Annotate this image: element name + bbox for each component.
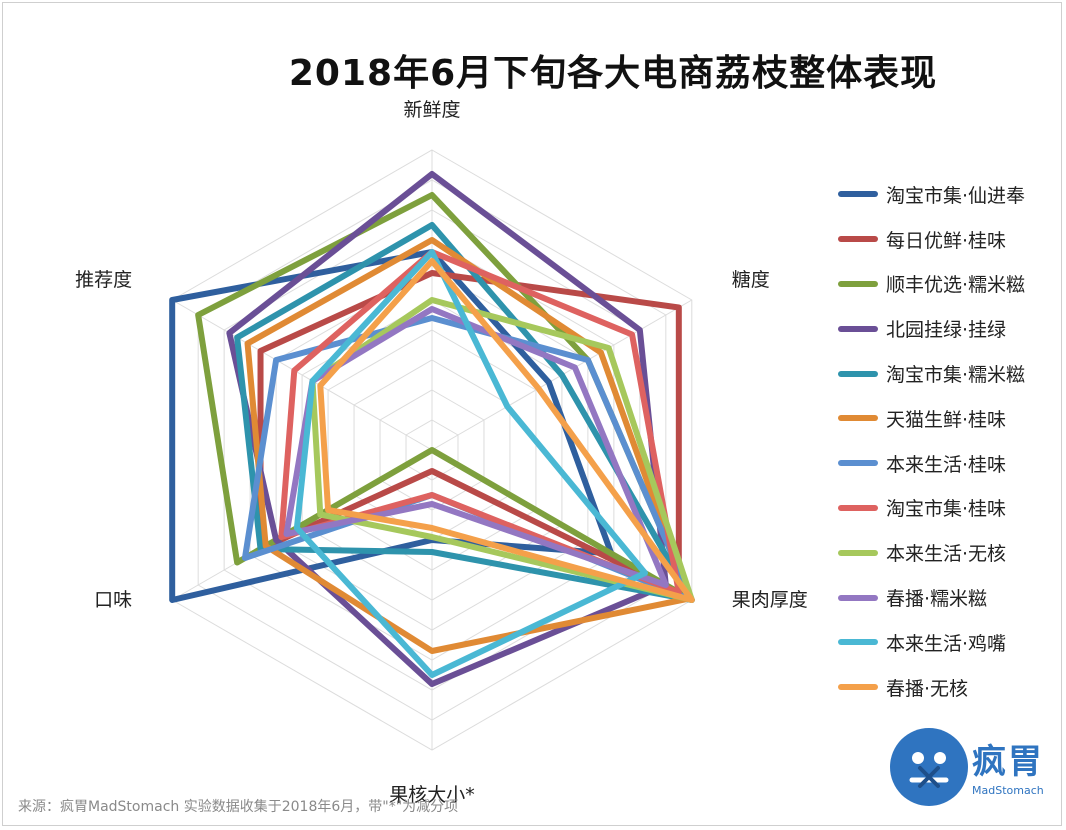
axis-label-5: 口味 bbox=[94, 589, 132, 611]
legend-swatch bbox=[838, 460, 878, 467]
series-line-12 bbox=[317, 258, 695, 603]
legend-label: 本来生活·无核 bbox=[886, 543, 1007, 566]
axis-label-4: 果核大小* bbox=[389, 784, 475, 806]
chart-legend: 淘宝市集·仙进奉 每日优鲜·桂味 顺丰优选·糯米糍 北园挂绿·挂绿 淘宝市集·糯米糍 天猫… bbox=[838, 172, 1066, 710]
legend-swatch bbox=[838, 191, 878, 198]
chart-title: 2018年6月下旬各大电商荔枝整体表现 bbox=[288, 53, 938, 94]
legend-label: 本来生活·鸡嘴 bbox=[886, 632, 1007, 655]
legend-label: 本来生活·桂味 bbox=[886, 453, 1007, 476]
legend-swatch bbox=[838, 549, 878, 556]
series-line-11 bbox=[293, 249, 649, 678]
legend-item-7: 本来生活·桂味 bbox=[838, 441, 1066, 486]
legend-item-10: 春播·糯米糍 bbox=[838, 575, 1066, 620]
source-note: 来源：疯胃MadStomach 实验数据收集于2018年6月，带"*"为减分项 bbox=[18, 799, 459, 815]
radar-series-layer bbox=[169, 171, 695, 687]
legend-swatch bbox=[838, 415, 878, 422]
legend-label: 天猫生鲜·桂味 bbox=[886, 408, 1007, 431]
legend-swatch bbox=[838, 236, 878, 243]
axis-label-6: 推荐度 bbox=[75, 269, 132, 291]
legend-item-2: 每日优鲜·桂味 bbox=[838, 217, 1066, 262]
legend-label: 北园挂绿·挂绿 bbox=[886, 319, 1007, 342]
legend-label: 淘宝市集·桂味 bbox=[886, 498, 1007, 521]
legend-swatch bbox=[838, 370, 878, 377]
logo-mascot-icon bbox=[890, 728, 968, 806]
legend-item-6: 天猫生鲜·桂味 bbox=[838, 396, 1066, 441]
legend-swatch bbox=[838, 280, 878, 287]
axis-spoke bbox=[171, 299, 433, 451]
legend-label: 每日优鲜·桂味 bbox=[886, 229, 1007, 252]
legend-item-5: 淘宝市集·糯米糍 bbox=[838, 351, 1066, 396]
axis-label-2: 糖度 bbox=[732, 269, 770, 291]
legend-item-12: 春播·无核 bbox=[838, 665, 1066, 710]
legend-label: 春播·无核 bbox=[886, 677, 969, 700]
series-line-8 bbox=[278, 249, 682, 596]
legend-label: 淘宝市集·仙进奉 bbox=[886, 184, 1026, 207]
madstomach-logo: 疯胃 MadStomach bbox=[890, 728, 1060, 818]
legend-item-4: 北园挂绿·挂绿 bbox=[838, 306, 1066, 351]
series-line-5 bbox=[234, 222, 695, 603]
legend-item-11: 本来生活·鸡嘴 bbox=[838, 620, 1066, 665]
legend-swatch bbox=[838, 594, 878, 601]
legend-label: 淘宝市集·糯米糍 bbox=[886, 364, 1026, 387]
legend-swatch bbox=[838, 504, 878, 511]
legend-item-9: 本来生活·无核 bbox=[838, 530, 1066, 575]
series-line-4 bbox=[226, 171, 669, 687]
legend-item-8: 淘宝市集·桂味 bbox=[838, 486, 1066, 531]
logo-subtext: MadStomach bbox=[972, 784, 1044, 797]
legend-swatch bbox=[838, 684, 878, 691]
legend-label: 春播·糯米糍 bbox=[886, 588, 988, 611]
logo-text: 疯胃 bbox=[972, 742, 1044, 782]
series-line-2 bbox=[257, 270, 682, 596]
axis-label-3: 果肉厚度 bbox=[732, 589, 808, 611]
legend-swatch bbox=[838, 325, 878, 332]
series-line-6 bbox=[244, 237, 693, 654]
axis-label-1: 新鲜度 bbox=[403, 99, 460, 121]
legend-label: 顺丰优选·糯米糍 bbox=[886, 274, 1026, 297]
legend-swatch bbox=[838, 639, 878, 646]
legend-item-1: 淘宝市集·仙进奉 bbox=[838, 172, 1066, 217]
legend-item-3: 顺丰优选·糯米糍 bbox=[838, 262, 1066, 307]
